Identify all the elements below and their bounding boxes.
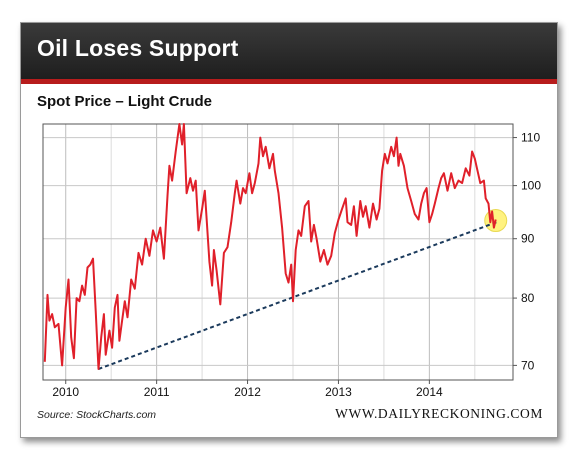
x-tick-label: 2013 (325, 385, 352, 399)
chart-header: Oil Loses Support (21, 23, 557, 84)
brand-logo: WWW.DAILYRECKONING.COM (335, 406, 543, 421)
x-tick-label: 2012 (234, 385, 261, 399)
support-trendline (98, 221, 497, 370)
chart-title: Oil Loses Support (37, 35, 239, 61)
x-tick-label: 2010 (52, 385, 79, 399)
y-tick-label: 70 (521, 358, 535, 372)
y-tick-label: 80 (521, 291, 535, 305)
chart-marks (43, 123, 508, 370)
chart-card: Oil Loses Support Spot Price – Light Cru… (20, 22, 558, 438)
chart-subtitle: Spot Price – Light Crude (37, 93, 213, 110)
tick-labels: 2010 2011 2012 2013 2014 70 80 90 100 110 (52, 131, 541, 399)
source-note: Source: StockCharts.com (37, 409, 157, 421)
line-chart: 2010 2011 2012 2013 2014 70 80 90 100 110 (42, 123, 541, 399)
plot-area (42, 123, 514, 381)
y-tick-label: 110 (521, 131, 540, 145)
price-series-line (43, 123, 497, 370)
x-tick-label: 2011 (144, 385, 170, 399)
y-tick-label: 90 (521, 232, 535, 246)
y-tick-label: 100 (521, 179, 541, 193)
x-tick-label: 2014 (416, 385, 443, 399)
grid (43, 124, 513, 380)
